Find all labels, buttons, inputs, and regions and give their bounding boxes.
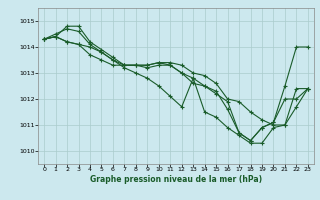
X-axis label: Graphe pression niveau de la mer (hPa): Graphe pression niveau de la mer (hPa)	[90, 175, 262, 184]
